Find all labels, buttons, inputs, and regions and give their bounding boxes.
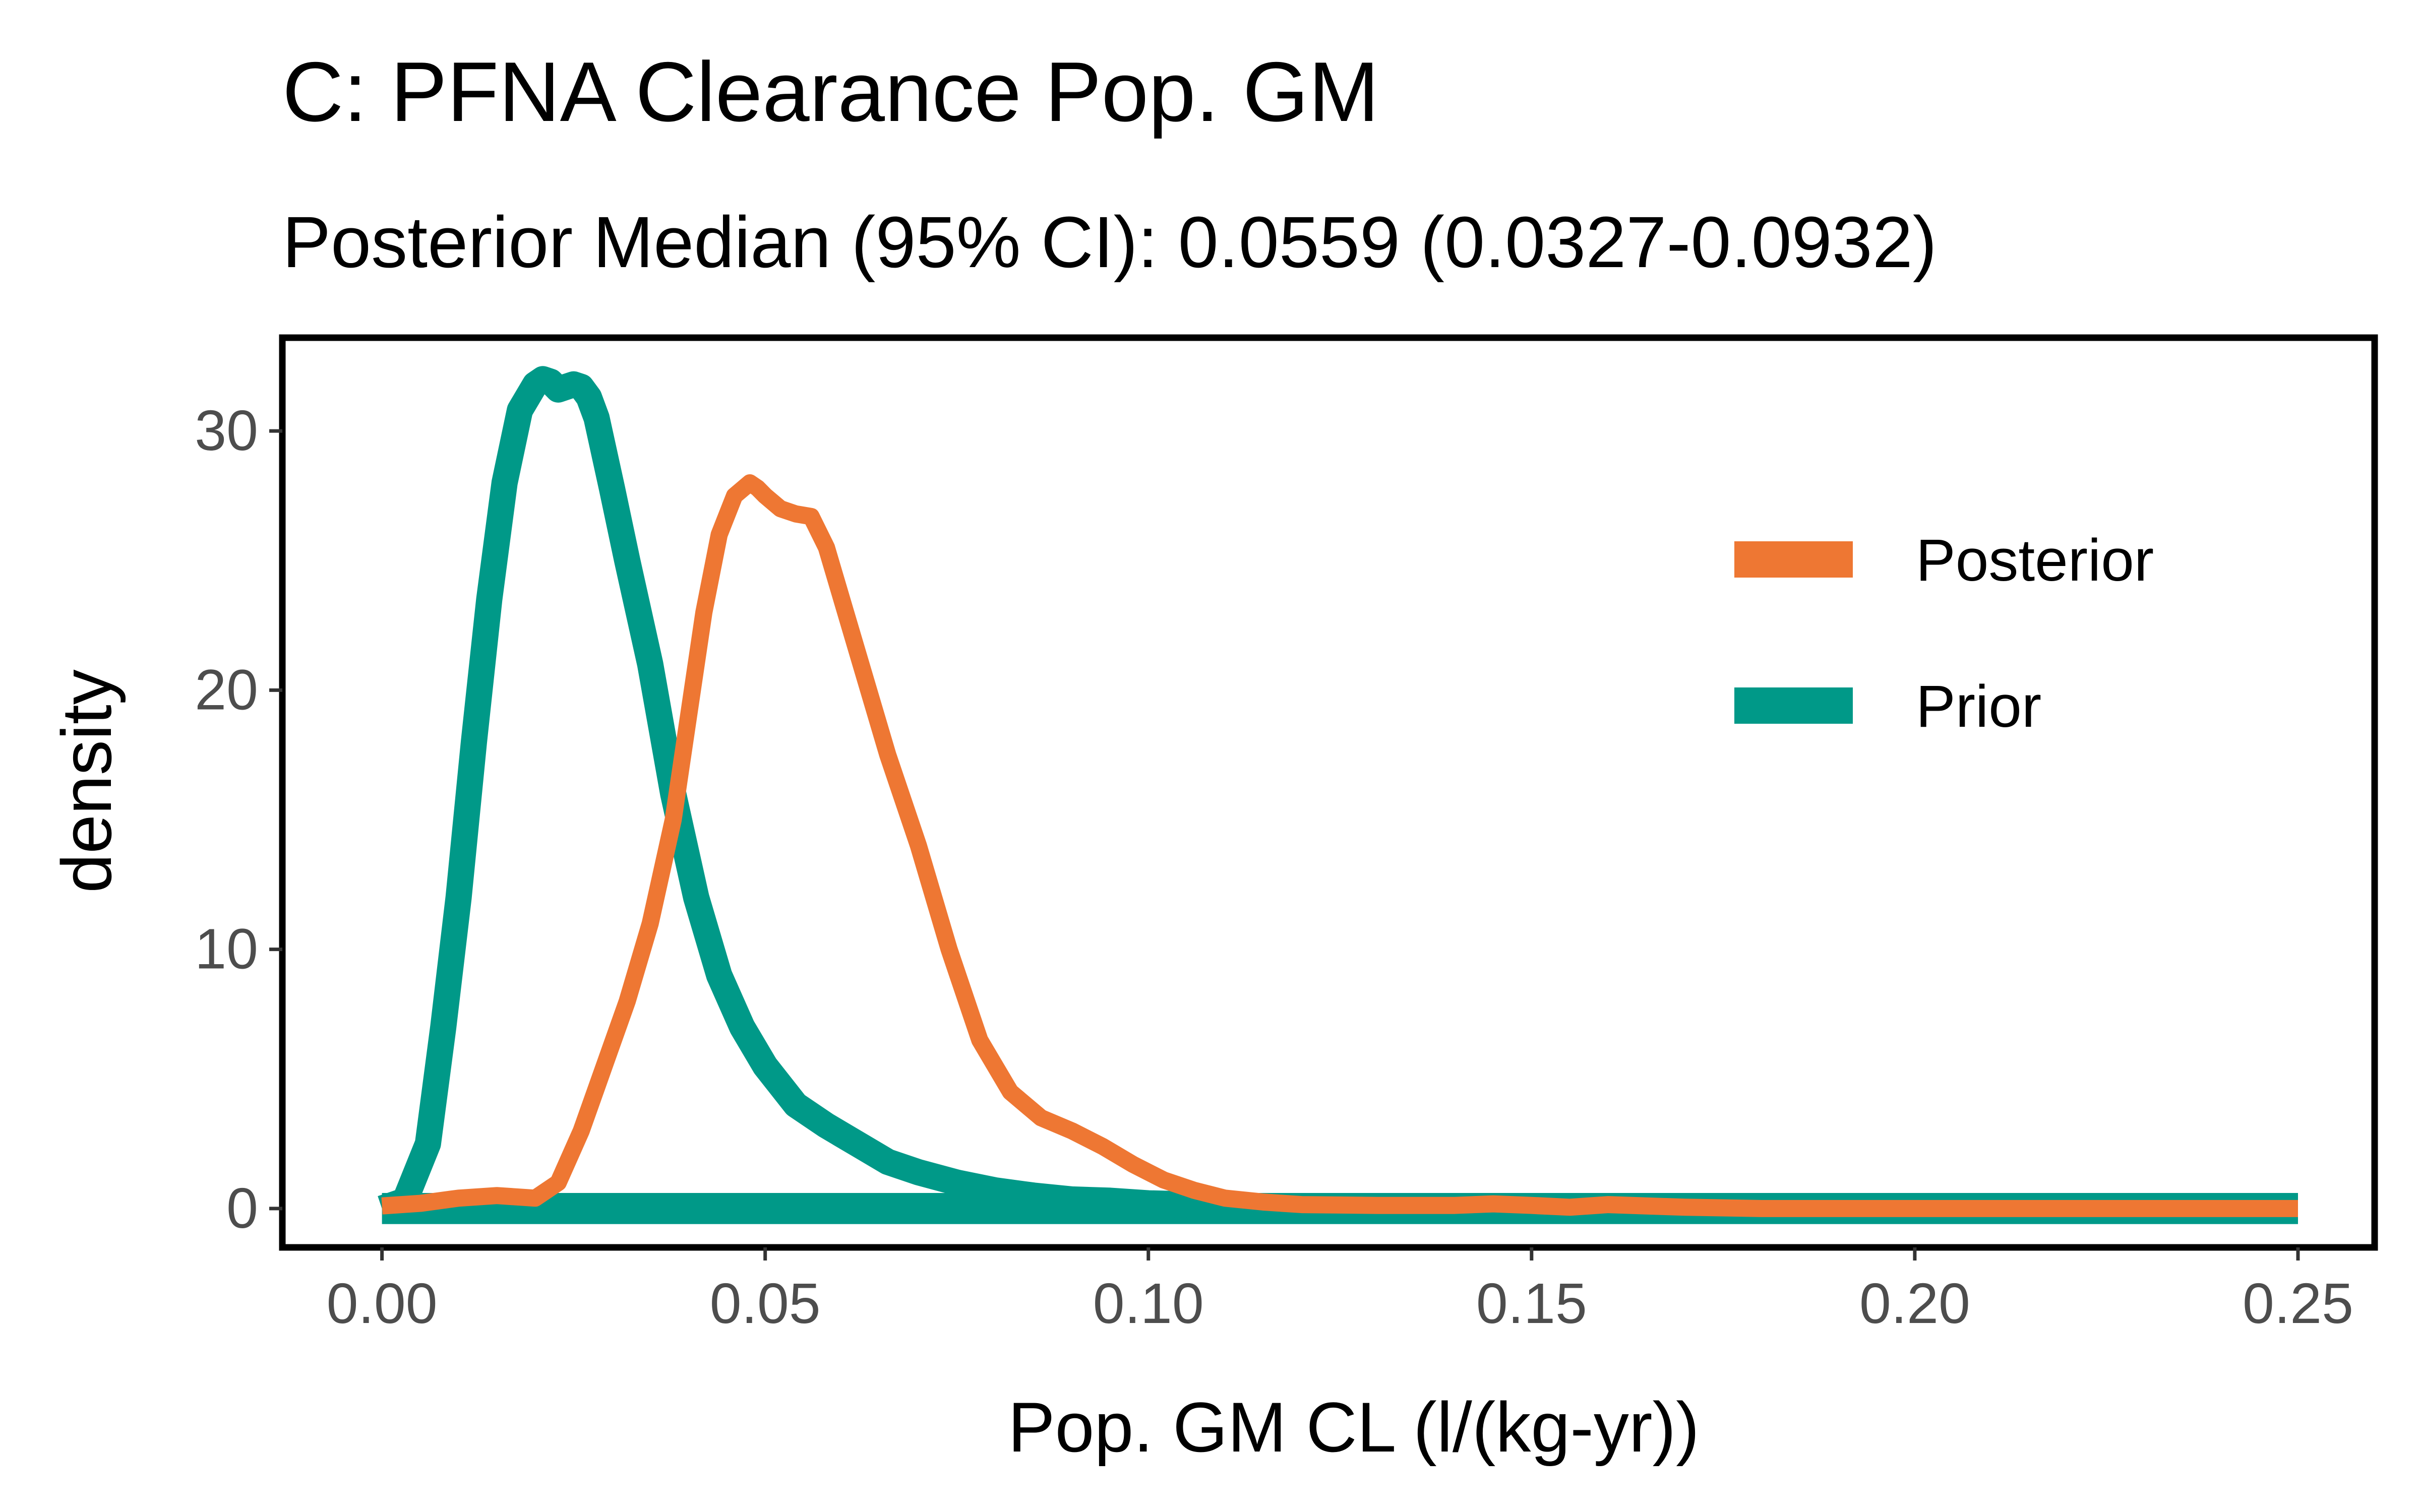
x-tick-label: 0.00: [327, 1272, 438, 1335]
chart-subtitle: Posterior Median (95% CI): 0.0559 (0.032…: [282, 202, 1937, 283]
panel-background: [282, 338, 2375, 1247]
x-axis-title: Pop. GM CL (l/(kg-yr)): [1008, 1388, 1700, 1467]
x-tick-label: 0.15: [1476, 1272, 1587, 1335]
legend-key-prior: [1734, 687, 1853, 724]
plot-area: [282, 338, 2375, 1247]
series-line-posterior: [381, 474, 2298, 1217]
panel-border: [279, 334, 2378, 1251]
legend-label-prior: Prior: [1916, 673, 2041, 740]
x-tick-label: 0.05: [710, 1272, 821, 1335]
series-lines: [378, 366, 2298, 1224]
x-tick-label: 0.20: [1859, 1272, 1970, 1335]
legend-key-posterior: [1734, 541, 1853, 578]
axes: 0 10 20 30 0.00 0.05 0.10 0.15 0.20 0.25: [195, 334, 2378, 1335]
chart-title: C: PFNA Clearance Pop. GM: [282, 44, 1379, 139]
series-line-prior: [378, 366, 2298, 1222]
y-tick-label: 0: [226, 1176, 258, 1240]
y-axis-title: density: [47, 669, 126, 893]
y-tick-label: 10: [195, 917, 258, 981]
legend-label-posterior: Posterior: [1916, 527, 2154, 594]
y-tick-label: 30: [195, 399, 258, 462]
x-tick-label: 0.10: [1093, 1272, 1204, 1335]
x-tick-label: 0.25: [2243, 1272, 2353, 1335]
y-tick-label: 20: [195, 658, 258, 721]
legend: Posterior Prior: [1734, 527, 2154, 740]
